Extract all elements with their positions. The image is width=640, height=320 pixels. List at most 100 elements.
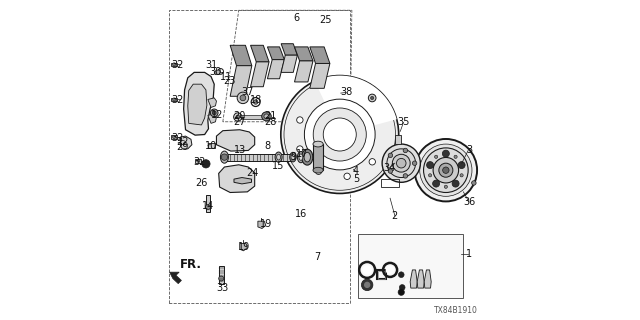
Text: 37: 37 — [241, 87, 253, 98]
Text: 14: 14 — [202, 201, 214, 211]
Text: 8: 8 — [264, 141, 271, 151]
Text: 31: 31 — [205, 60, 217, 70]
Polygon shape — [294, 47, 313, 61]
Text: 5: 5 — [353, 174, 359, 184]
Circle shape — [396, 158, 406, 168]
Ellipse shape — [298, 152, 305, 163]
Text: 18: 18 — [250, 95, 262, 105]
Polygon shape — [214, 70, 221, 75]
Ellipse shape — [304, 152, 310, 162]
Text: 20: 20 — [234, 111, 246, 121]
Polygon shape — [208, 98, 216, 108]
Polygon shape — [310, 63, 330, 88]
Polygon shape — [258, 221, 266, 228]
Polygon shape — [171, 98, 177, 101]
Text: 32: 32 — [171, 133, 184, 143]
Circle shape — [281, 76, 399, 194]
Polygon shape — [310, 47, 330, 63]
Circle shape — [382, 144, 420, 182]
Polygon shape — [417, 270, 424, 288]
Circle shape — [412, 161, 417, 165]
Circle shape — [316, 168, 322, 174]
Bar — [206, 195, 210, 212]
Polygon shape — [208, 114, 216, 123]
Polygon shape — [230, 45, 252, 66]
Ellipse shape — [299, 154, 303, 160]
Text: 19: 19 — [238, 242, 250, 252]
Polygon shape — [219, 165, 255, 193]
Polygon shape — [180, 136, 192, 149]
Circle shape — [173, 98, 175, 101]
Polygon shape — [281, 44, 298, 55]
Circle shape — [386, 266, 394, 274]
Bar — [395, 134, 401, 144]
Polygon shape — [268, 60, 284, 79]
Polygon shape — [195, 159, 202, 163]
Bar — [224, 154, 292, 161]
Circle shape — [388, 153, 393, 157]
Ellipse shape — [220, 151, 228, 163]
Ellipse shape — [290, 152, 296, 162]
Text: 19: 19 — [260, 219, 273, 229]
Text: 30: 30 — [209, 68, 221, 77]
Polygon shape — [250, 45, 269, 62]
Circle shape — [236, 115, 240, 119]
Circle shape — [472, 181, 476, 185]
Polygon shape — [268, 47, 284, 60]
Circle shape — [369, 94, 376, 102]
Circle shape — [297, 146, 303, 152]
Text: 17: 17 — [296, 148, 308, 159]
Circle shape — [420, 144, 472, 196]
Text: 2: 2 — [392, 211, 398, 221]
Text: 22: 22 — [176, 137, 189, 147]
Polygon shape — [171, 62, 177, 66]
Bar — [377, 270, 387, 279]
Circle shape — [435, 155, 438, 158]
Circle shape — [388, 169, 393, 173]
Text: 33: 33 — [217, 283, 229, 293]
Ellipse shape — [291, 154, 295, 160]
Ellipse shape — [313, 167, 323, 173]
Polygon shape — [230, 66, 252, 96]
Circle shape — [442, 150, 449, 157]
Text: 13: 13 — [234, 146, 246, 156]
Circle shape — [202, 160, 210, 168]
Circle shape — [439, 163, 453, 177]
Circle shape — [371, 96, 374, 100]
Bar — [381, 179, 399, 187]
Bar — [237, 116, 264, 119]
Polygon shape — [281, 55, 298, 72]
Polygon shape — [216, 130, 255, 151]
Text: 16: 16 — [295, 209, 307, 219]
Circle shape — [234, 113, 242, 121]
Circle shape — [305, 99, 375, 170]
Polygon shape — [315, 76, 397, 134]
Polygon shape — [184, 72, 214, 135]
Text: 32: 32 — [193, 156, 205, 167]
Circle shape — [392, 154, 410, 172]
Ellipse shape — [313, 141, 323, 147]
Bar — [208, 143, 215, 148]
Polygon shape — [170, 272, 181, 284]
Polygon shape — [188, 84, 207, 125]
Ellipse shape — [262, 112, 271, 121]
Circle shape — [221, 154, 228, 160]
Text: 38: 38 — [340, 87, 352, 98]
Circle shape — [387, 149, 415, 178]
Circle shape — [398, 289, 404, 295]
Ellipse shape — [301, 149, 313, 165]
Polygon shape — [171, 135, 177, 139]
Polygon shape — [424, 270, 431, 288]
Text: 25: 25 — [319, 15, 332, 26]
Circle shape — [362, 279, 373, 291]
Circle shape — [196, 159, 200, 162]
Circle shape — [429, 174, 432, 177]
Text: TX84B1910: TX84B1910 — [434, 307, 477, 316]
Circle shape — [173, 135, 175, 139]
Text: 6: 6 — [293, 13, 299, 23]
Bar — [378, 271, 385, 278]
Text: FR.: FR. — [180, 258, 202, 271]
Text: 29: 29 — [176, 142, 189, 152]
Circle shape — [237, 92, 248, 104]
Bar — [219, 266, 224, 284]
